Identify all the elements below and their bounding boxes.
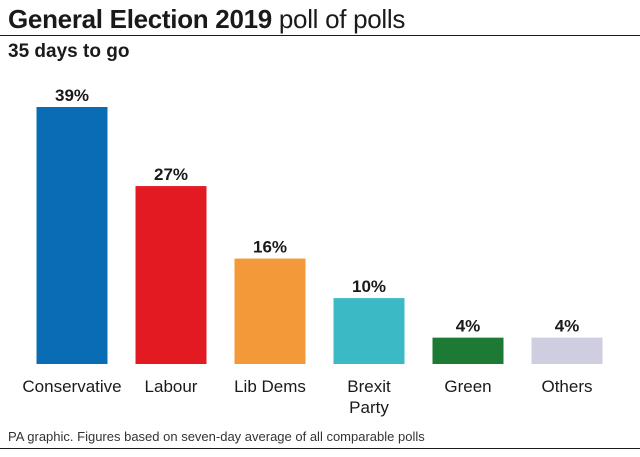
category-label-line: Party	[349, 398, 389, 417]
bar-labour	[135, 186, 207, 364]
chart-title-main: General Election 2019	[8, 4, 272, 34]
data-label-conservative: 39%	[55, 86, 89, 105]
bar-brexit-party	[333, 298, 405, 364]
data-label-labour: 27%	[154, 165, 188, 184]
category-label-conservative: Conservative	[22, 377, 121, 396]
category-label-green: Green	[444, 377, 491, 396]
category-label-line: Brexit	[347, 377, 391, 396]
top-divider	[0, 35, 640, 36]
chart-title: General Election 2019 poll of polls	[8, 4, 405, 34]
category-label-line: Conservative	[22, 377, 121, 396]
category-label-line: Green	[444, 377, 491, 396]
bar-lib-dems	[234, 258, 306, 364]
category-label-lib-dems: Lib Dems	[234, 377, 306, 396]
category-label-line: Lib Dems	[234, 377, 306, 396]
bar-conservative	[36, 107, 108, 364]
chart-subtitle: 35 days to go	[8, 41, 130, 62]
bar-others	[531, 337, 603, 364]
category-label-brexit-party: Brexit Party	[347, 377, 391, 417]
data-label-green: 4%	[456, 317, 481, 336]
category-label-line: Labour	[145, 377, 198, 396]
category-label-line: Others	[541, 377, 592, 396]
data-label-brexit-party: 10%	[352, 277, 386, 296]
category-label-labour: Labour	[145, 377, 198, 396]
data-label-others: 4%	[555, 317, 580, 336]
source-note: PA graphic. Figures based on seven-day a…	[8, 429, 425, 444]
data-label-lib-dems: 16%	[253, 238, 287, 257]
chart-title-sub: poll of polls	[278, 4, 406, 34]
bottom-divider	[0, 448, 640, 449]
category-label-others: Others	[541, 377, 592, 396]
bar-green	[432, 337, 504, 364]
